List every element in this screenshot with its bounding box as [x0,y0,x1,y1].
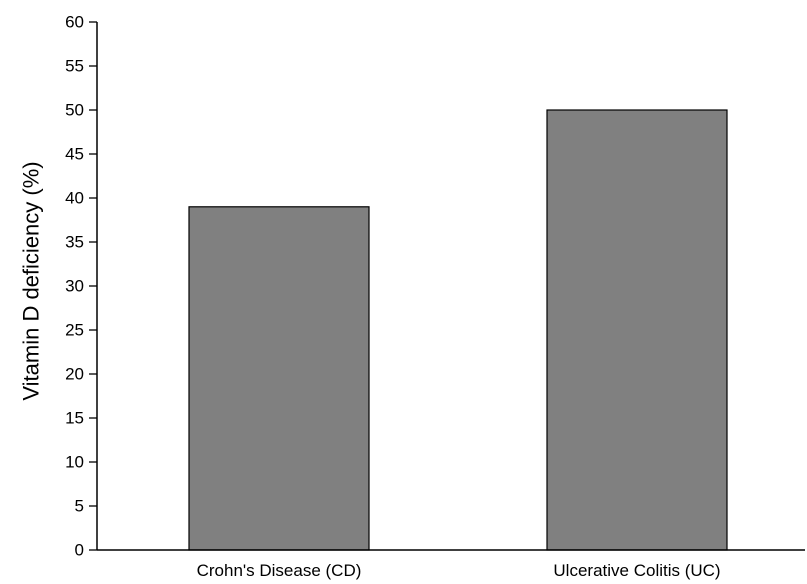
y-tick-label: 45 [65,145,84,164]
bars [188,109,728,551]
y-tick-label: 0 [75,541,84,560]
y-tick-label: 35 [65,233,84,252]
y-tick-label: 60 [65,13,84,32]
x-category-label: Ulcerative Colitis (UC) [553,561,720,580]
y-tick-label: 25 [65,321,84,340]
y-tick-label: 5 [75,497,84,516]
y-tick-label: 10 [65,453,84,472]
y-tick-label: 20 [65,365,84,384]
y-tick-label: 15 [65,409,84,428]
y-tick-label: 30 [65,277,84,296]
y-axis-ticks: 0 5 10 15 20 25 30 35 40 45 50 55 60 [65,13,97,560]
x-category-label: Crohn's Disease (CD) [197,561,362,580]
x-axis-labels: Crohn's Disease (CD) Ulcerative Colitis (… [197,561,721,580]
y-axis-title: Vitamin D deficiency (%) [19,161,44,400]
bar [546,109,728,551]
y-tick-label: 50 [65,101,84,120]
bar [188,206,370,551]
y-tick-label: 40 [65,189,84,208]
y-tick-label: 55 [65,57,84,76]
